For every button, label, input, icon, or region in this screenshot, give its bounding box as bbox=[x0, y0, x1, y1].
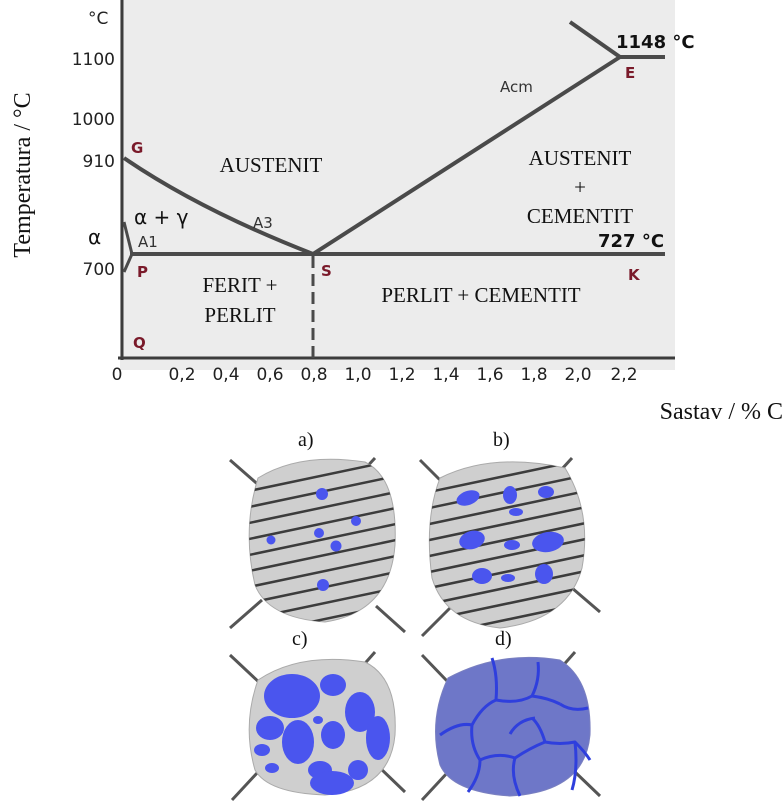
diagram-background bbox=[120, 0, 675, 370]
x-tick: 1,6 bbox=[476, 365, 503, 385]
micrograph-a bbox=[229, 456, 407, 634]
micrograph-b bbox=[418, 456, 601, 638]
ferit-perlit-label-1: FERIT + bbox=[202, 273, 277, 297]
micrograph-label-b: b) bbox=[493, 429, 510, 451]
micrograph-label-d: d) bbox=[495, 628, 512, 650]
x-tick: 1,0 bbox=[344, 365, 371, 385]
point-g: G bbox=[131, 139, 143, 157]
point-q: Q bbox=[133, 334, 146, 352]
x-tick: 0,6 bbox=[256, 365, 283, 385]
micrographs: a) b) c) d) bbox=[228, 429, 602, 802]
x-tick: 2,0 bbox=[564, 365, 591, 385]
x-tick: 1,4 bbox=[432, 365, 459, 385]
x-tick: 2,2 bbox=[610, 365, 637, 385]
phase-labels: AUSTENIT AUSTENIT + CEMENTIT FERIT + PER… bbox=[202, 146, 633, 327]
x-tick: 0,2 bbox=[168, 365, 195, 385]
y-tick-700: 700 bbox=[83, 260, 115, 280]
y-tick-1100: 1100 bbox=[72, 50, 115, 70]
point-labels: G E P S K Q bbox=[131, 64, 641, 352]
point-s: S bbox=[321, 262, 332, 280]
x-tick: 1,8 bbox=[520, 365, 547, 385]
austenit-cementit-label-1: AUSTENIT bbox=[529, 146, 632, 170]
micrograph-c bbox=[228, 651, 407, 802]
micrograph-label-c: c) bbox=[292, 628, 308, 650]
eutectoid-temp-label: 727 °C bbox=[598, 231, 664, 252]
acm-label: Acm bbox=[500, 78, 533, 96]
alpha-boundary bbox=[122, 221, 134, 273]
micrograph-label-a: a) bbox=[298, 429, 314, 451]
point-p: P bbox=[137, 263, 148, 281]
x-tick: 1,2 bbox=[388, 365, 415, 385]
y-tick-1000: 1000 bbox=[72, 110, 115, 130]
eutectic-temp-label: 1148 °C bbox=[616, 32, 695, 53]
x-tick: 0,4 bbox=[212, 365, 239, 385]
point-e: E bbox=[625, 64, 635, 82]
point-k: K bbox=[628, 266, 641, 284]
a3-label: A3 bbox=[253, 214, 273, 232]
x-axis-label: Sastav / % C bbox=[660, 399, 783, 425]
austenit-cementit-label-3: CEMENTIT bbox=[527, 204, 633, 228]
a3-line bbox=[122, 156, 314, 256]
austenit-cementit-label-2: + bbox=[574, 175, 586, 199]
micrograph-d bbox=[420, 651, 602, 802]
liquidus-segment bbox=[568, 20, 622, 59]
phase-diagram: Temperatura / °C °C 1100 1000 910 700 0 … bbox=[10, 0, 783, 425]
perlit-cementit-label: PERLIT + CEMENTIT bbox=[381, 283, 580, 307]
acm-line bbox=[311, 55, 622, 256]
y-tick-910: 910 bbox=[83, 152, 115, 172]
alpha-label: α bbox=[88, 225, 101, 249]
x-tick: 0 bbox=[112, 365, 123, 385]
y-unit: °C bbox=[88, 9, 108, 29]
x-ticks: 0 0,2 0,4 0,6 0,8 1,0 1,2 1,4 1,6 1,8 2,… bbox=[112, 365, 638, 385]
a1-label: A1 bbox=[138, 233, 158, 251]
x-tick: 0,8 bbox=[300, 365, 327, 385]
austenit-label: AUSTENIT bbox=[220, 153, 323, 177]
alpha-gamma-label: α + γ bbox=[134, 205, 189, 229]
ferit-perlit-label-2: PERLIT bbox=[204, 303, 275, 327]
y-axis-label: Temperatura / °C bbox=[10, 92, 36, 257]
